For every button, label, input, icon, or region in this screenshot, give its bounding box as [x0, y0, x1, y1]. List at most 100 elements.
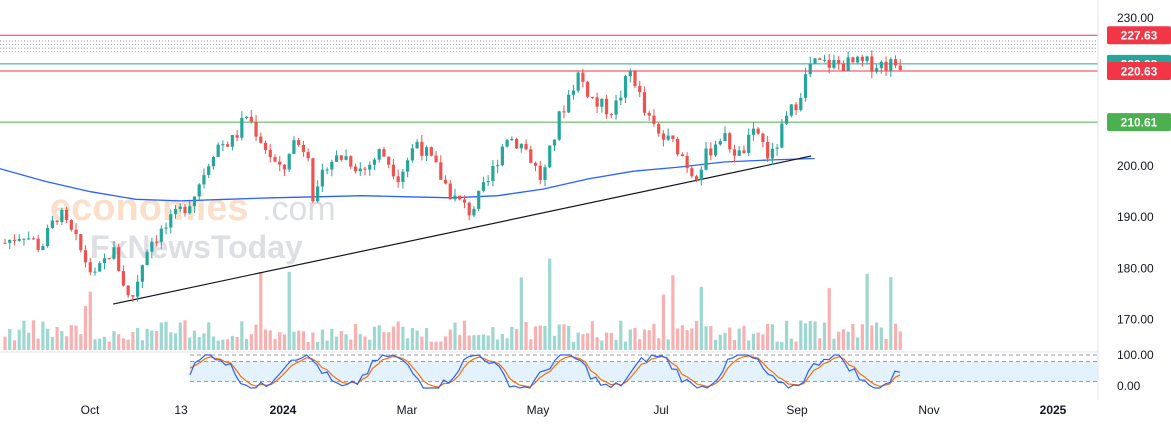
candle-body [311, 158, 315, 202]
volume-bar [822, 322, 827, 350]
level-badge [1107, 113, 1171, 132]
volume-bar [595, 337, 599, 350]
volume-bar [259, 272, 263, 350]
volume-bar [363, 336, 367, 350]
volume-bar [889, 277, 893, 350]
candle-body [88, 262, 92, 273]
candle-body [268, 149, 272, 158]
candle-body [410, 148, 414, 161]
volume-bar [268, 330, 272, 350]
volume-bar [496, 339, 500, 350]
candle-body [27, 238, 31, 240]
volume-bar [64, 336, 69, 350]
candle-body [619, 97, 623, 101]
volume-bar [694, 320, 699, 350]
volume-bar [500, 334, 504, 350]
volume-bar [211, 336, 216, 350]
volume-bar [860, 324, 864, 350]
candle-body [98, 263, 102, 272]
volume-bar [145, 328, 149, 350]
volume-bar [74, 325, 78, 350]
volume-bar [690, 328, 694, 350]
osc-band [190, 361, 1105, 382]
candle-body [780, 123, 784, 148]
candle-body [813, 58, 817, 64]
volume-bar [278, 332, 282, 350]
volume-bar [46, 328, 50, 350]
candle-body [211, 156, 216, 167]
candle-body [131, 295, 135, 297]
volume-bar [254, 324, 258, 350]
candle-body [747, 134, 751, 153]
candle-body [287, 153, 291, 170]
volume-bar [808, 321, 812, 350]
volume-bar [240, 321, 244, 350]
trendline[interactable] [113, 155, 812, 305]
volume-bar [586, 333, 590, 350]
level-badge [1107, 61, 1171, 80]
candle-body [12, 239, 17, 241]
candle-body [36, 238, 40, 250]
osc-tick-label: 100.00 [1117, 348, 1154, 362]
volume-bar [69, 325, 73, 350]
time-tick-label: 2024 [270, 403, 297, 417]
candle-body [841, 63, 846, 71]
volume-bar [107, 341, 111, 350]
candle-body [320, 169, 324, 187]
candle-body [486, 180, 490, 183]
volume-bar [481, 334, 486, 350]
candle-body [874, 68, 879, 72]
volume-bar [505, 338, 509, 350]
candle-body [505, 140, 509, 147]
candle-body [496, 165, 500, 167]
candle-body [784, 115, 789, 124]
volume-bar [192, 330, 197, 350]
time-tick-label: Jul [653, 403, 668, 417]
price-tick-label: 190.00 [1117, 210, 1154, 224]
candle-body [690, 168, 694, 177]
trendline-line[interactable] [113, 155, 812, 305]
candle-body [363, 168, 367, 170]
candle-body [169, 214, 173, 228]
volume-bar [538, 325, 542, 350]
candle-body [472, 208, 476, 216]
volume-bar [870, 325, 874, 350]
candle-body [164, 227, 168, 229]
volume-bar [420, 336, 424, 350]
volume-bar [609, 332, 613, 350]
volume-bar [799, 320, 803, 350]
level-badge-label: 227.63 [1121, 29, 1158, 43]
volume-bar [856, 337, 860, 350]
candle-body [297, 140, 301, 145]
volume-bar [98, 338, 102, 350]
volume-bar [784, 320, 789, 350]
candle-body [590, 96, 594, 98]
time-axis[interactable]: Oct 13 2024 Mar May Jul Sep Nov 2025 [81, 403, 1067, 417]
candle-body [623, 76, 628, 98]
volume-bar [756, 332, 760, 350]
volume-bar [803, 323, 808, 350]
candle-body [657, 123, 661, 134]
volume-bar [235, 336, 239, 350]
candle-body [22, 238, 26, 240]
candle-body [278, 161, 282, 165]
candle-body [3, 242, 7, 244]
volume-bar [898, 331, 902, 350]
volume-bar [699, 286, 703, 350]
volume-bar [671, 275, 675, 350]
candle-body [519, 143, 523, 149]
volume-bar [652, 323, 656, 350]
candle-body [55, 220, 59, 223]
volume-bar [576, 332, 580, 350]
candle-body [538, 165, 542, 181]
candle-body [642, 92, 647, 113]
volume-bar [529, 339, 533, 350]
candle-body [31, 238, 36, 240]
price-axis[interactable]: 230.00200.00190.00180.00170.00227.63222.… [1097, 0, 1171, 428]
candle-body [586, 81, 590, 97]
volume-bar [207, 322, 211, 350]
time-tick-label: Mar [397, 403, 418, 417]
volume-bar [557, 324, 561, 350]
